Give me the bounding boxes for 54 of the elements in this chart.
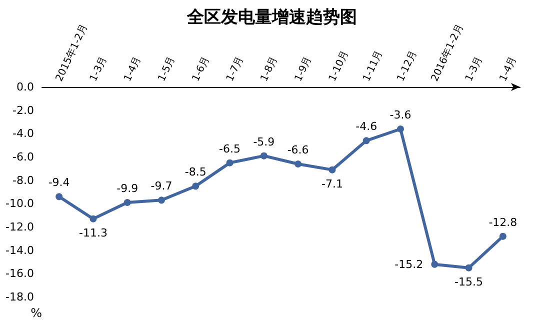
point — [465, 264, 472, 272]
x-tick-label: 1-4月 — [498, 54, 520, 84]
x-tick-label: 1-9月 — [293, 54, 314, 84]
x-tick-label: 1-5月 — [156, 54, 178, 84]
x-tick-label: 1-8月 — [258, 54, 280, 84]
x-tick-label: 1-3月 — [88, 54, 110, 84]
y-tick-label: -4.0 — [12, 127, 34, 140]
y-tick-label: -2.0 — [12, 104, 34, 117]
x-tick-label: 1-12月 — [396, 49, 420, 84]
point — [431, 260, 438, 268]
data-label: -6.5 — [219, 142, 241, 156]
data-label: -9.7 — [150, 180, 172, 193]
data-label: -12.8 — [488, 216, 518, 229]
data-label: -3.6 — [390, 108, 412, 122]
point — [56, 193, 63, 200]
y-tick-label: -10.0 — [6, 197, 34, 210]
chart-title: 全区发电量增速趋势图 — [186, 8, 357, 28]
data-label: -9.4 — [48, 176, 70, 190]
y-axis-title: % — [30, 306, 42, 320]
y-tick-label: -16.0 — [6, 267, 34, 280]
point — [124, 199, 131, 206]
y-tick-label: -14.0 — [6, 244, 34, 257]
x-tick-label: 1-6月 — [190, 54, 212, 84]
x-tick-label: 1-11月 — [361, 49, 386, 84]
point — [499, 232, 506, 240]
point — [362, 137, 370, 144]
x-tick-label: 1-3月 — [464, 54, 485, 84]
data-label: -4.6 — [356, 120, 378, 134]
data-label: -6.6 — [287, 144, 309, 156]
y-tick-label: -6.0 — [12, 150, 34, 164]
point — [397, 126, 404, 132]
data-label: -15.2 — [394, 258, 424, 271]
y-tick-label: -18.0 — [6, 290, 34, 304]
y-tick-label: -12.0 — [6, 220, 34, 234]
point — [226, 159, 234, 166]
point — [294, 160, 302, 168]
point — [192, 182, 200, 190]
x-tick-label: 2015年1-2月 — [53, 22, 90, 84]
point — [260, 152, 268, 160]
x-tick-label: 1-7月 — [224, 54, 246, 84]
x-tick-label: 1-10月 — [327, 49, 352, 84]
data-label: -15.5 — [454, 275, 484, 288]
x-tick-label: 1-4月 — [122, 54, 144, 84]
data-label: -5.9 — [253, 135, 275, 148]
point — [328, 166, 336, 174]
data-label: -11.3 — [78, 226, 108, 240]
data-label: -9.9 — [116, 182, 138, 195]
x-tick-label: 2016年1-2月 — [428, 22, 466, 84]
data-label: -8.5 — [184, 166, 206, 179]
point — [90, 215, 97, 222]
point — [158, 196, 165, 204]
y-tick-label: 0.0 — [16, 80, 34, 94]
data-label: -7.1 — [321, 177, 343, 190]
y-tick-label: -8.0 — [12, 174, 34, 187]
